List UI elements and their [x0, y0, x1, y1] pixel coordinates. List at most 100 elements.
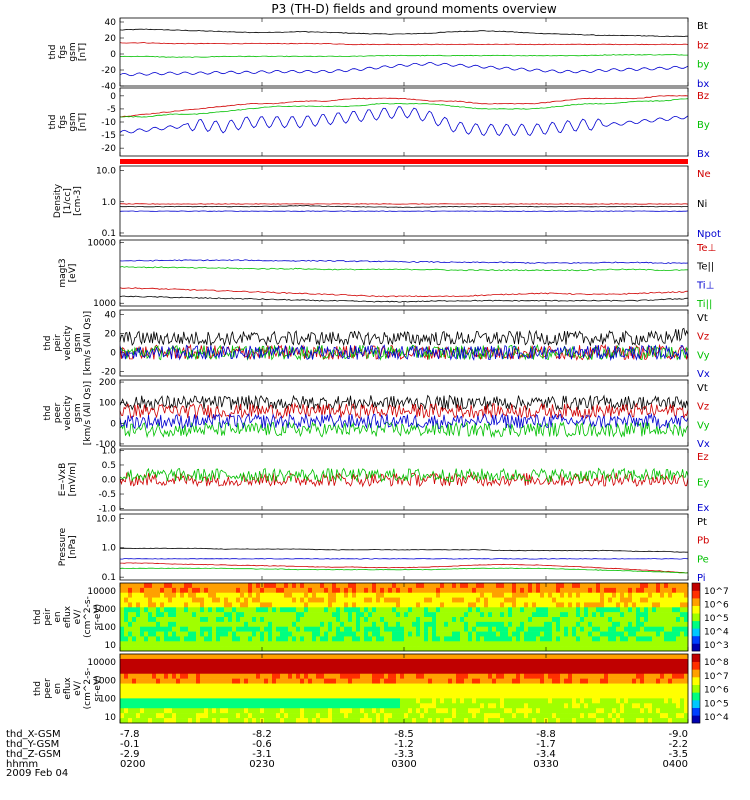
heatmap-cell: [244, 617, 249, 623]
heatmap-cell: [448, 626, 453, 632]
heatmap-cell: [520, 626, 525, 632]
heatmap-cell: [256, 626, 261, 632]
heatmap-cell: [612, 654, 617, 660]
heatmap-cell: [596, 678, 601, 684]
heatmap-cell: [468, 617, 473, 623]
heatmap-cell: [376, 641, 381, 647]
heatmap-cell: [528, 631, 533, 637]
heatmap-cell: [388, 597, 393, 603]
ytick-label: -20: [101, 367, 116, 377]
heatmap-cell: [656, 597, 661, 603]
heatmap-cell: [320, 617, 325, 623]
heatmap-cell: [124, 698, 129, 704]
heatmap-cell: [456, 703, 461, 709]
heatmap-cell: [176, 693, 181, 699]
heatmap-cell: [380, 688, 385, 694]
heatmap-cell: [200, 713, 205, 719]
heatmap-cell: [512, 708, 517, 714]
heatmap-cell: [520, 631, 525, 637]
heatmap-cell: [540, 663, 545, 670]
heatmap-cell: [620, 587, 625, 594]
heatmap-cell: [584, 663, 589, 670]
heatmap-cell: [592, 631, 597, 637]
heatmap-cell: [476, 621, 481, 628]
heatmap-cell: [584, 646, 589, 652]
heatmap-cell: [200, 631, 205, 637]
heatmap-cell: [464, 583, 469, 589]
heatmap-cell: [208, 663, 213, 670]
heatmap-cell: [472, 698, 477, 704]
heatmap-cell: [624, 587, 629, 594]
heatmap-cell: [404, 583, 409, 589]
heatmap-cell: [396, 597, 401, 603]
heatmap-cell: [552, 626, 557, 632]
heatmap-cell: [532, 597, 537, 603]
heatmap-cell: [476, 646, 481, 652]
heatmap-cell: [660, 713, 665, 719]
ytick-label: 0: [110, 419, 116, 429]
heatmap-cell: [560, 654, 565, 660]
heatmap-cell: [140, 626, 145, 632]
series-line-bz: [119, 42, 689, 46]
heatmap-cell: [136, 607, 141, 613]
heatmap-cell: [512, 654, 517, 660]
heatmap-cell: [152, 663, 157, 670]
heatmap-cell: [444, 703, 449, 709]
heatmap-cell: [396, 626, 401, 632]
heatmap-cell: [340, 621, 345, 628]
heatmap-cell: [536, 668, 541, 675]
heatmap-cell: [236, 631, 241, 637]
heatmap-cell: [608, 646, 613, 652]
heatmap-cell: [684, 688, 689, 694]
heatmap-cell: [216, 673, 221, 679]
heatmap-cell: [120, 663, 125, 670]
heatmap-cell: [212, 663, 217, 670]
heatmap-cell: [456, 587, 461, 594]
heatmap-cell: [420, 592, 425, 598]
heatmap-cell: [232, 708, 237, 714]
heatmap-cell: [276, 612, 281, 618]
heatmap-cell: [232, 678, 237, 684]
heatmap-cell: [164, 583, 169, 589]
heatmap-cell: [648, 646, 653, 652]
colorbar-segment: [692, 613, 700, 622]
heatmap-cell: [164, 688, 169, 694]
heatmap-cell: [432, 592, 437, 598]
heatmap-cell: [224, 663, 229, 670]
heatmap-cell: [644, 587, 649, 594]
heatmap-cell: [672, 636, 677, 642]
heatmap-cell: [132, 631, 137, 637]
heatmap-cell: [504, 678, 509, 684]
heatmap-cell: [304, 646, 309, 652]
heatmap-cell: [124, 678, 129, 684]
heatmap-cell: [640, 587, 645, 594]
heatmap-cell: [336, 602, 341, 608]
heatmap-cell: [676, 617, 681, 623]
heatmap-cell: [420, 607, 425, 613]
heatmap-cell: [460, 673, 465, 679]
heatmap-cell: [352, 654, 357, 660]
heatmap-cell: [208, 693, 213, 699]
heatmap-cell: [528, 641, 533, 647]
heatmap-cell: [364, 688, 369, 694]
heatmap-cell: [268, 693, 273, 699]
heatmap-cell: [660, 698, 665, 704]
heatmap-cell: [276, 688, 281, 694]
heatmap-cell: [196, 688, 201, 694]
heatmap-cell: [288, 636, 293, 642]
heatmap-cell: [188, 602, 193, 608]
heatmap-cell: [380, 592, 385, 598]
heatmap-cell: [284, 587, 289, 594]
heatmap-cell: [220, 592, 225, 598]
heatmap-cell: [436, 636, 441, 642]
heatmap-cell: [616, 678, 621, 684]
heatmap-cell: [316, 621, 321, 628]
heatmap-cell: [168, 631, 173, 637]
heatmap-cell: [672, 654, 677, 660]
heatmap-cell: [128, 678, 133, 684]
heatmap-cell: [668, 683, 673, 689]
panel-9: thdpeirenefluxeV/(cm^2-s-sr-eV)10^710^61…: [33, 582, 729, 652]
heatmap-cell: [124, 708, 129, 714]
heatmap-cell: [128, 641, 133, 647]
heatmap-cell: [312, 621, 317, 628]
